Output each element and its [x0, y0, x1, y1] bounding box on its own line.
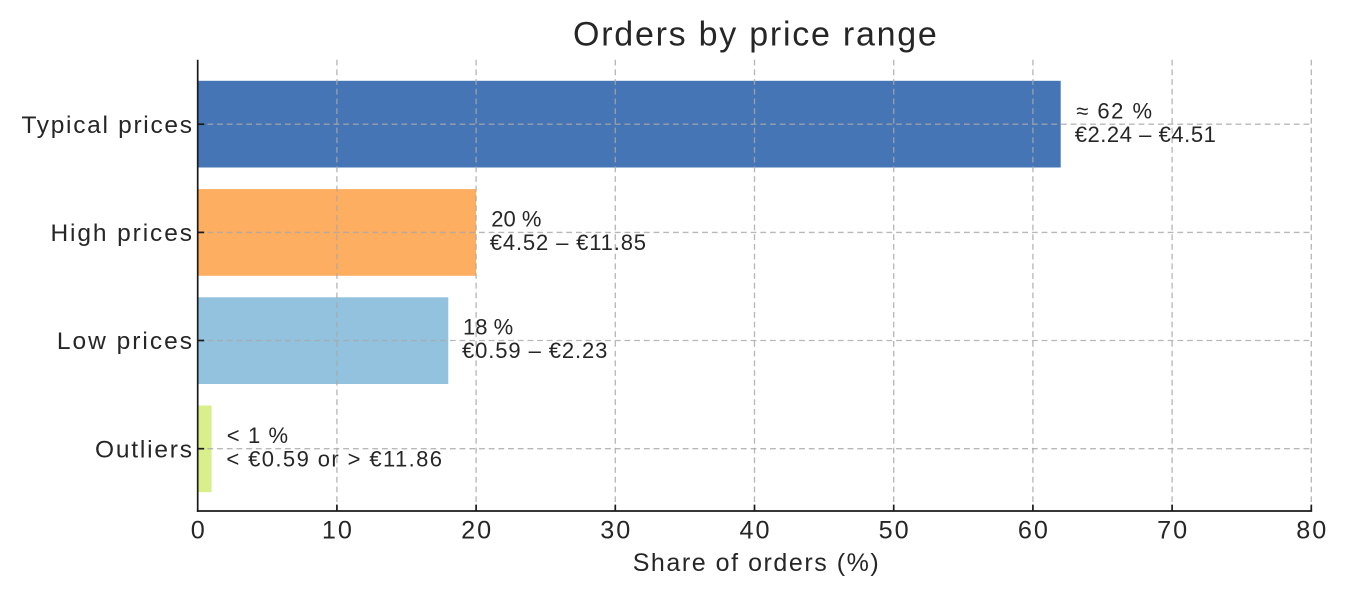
- svg-text:0: 0: [191, 517, 207, 545]
- svg-text:€4.52 – €11.85: €4.52 – €11.85: [490, 230, 647, 255]
- svg-text:< €0.59 or > €11.86: < €0.59 or > €11.86: [226, 446, 443, 471]
- svg-text:18 %: 18 %: [463, 315, 513, 340]
- svg-text:Orders by price range: Orders by price range: [573, 16, 939, 54]
- svg-text:≈ 62 %: ≈ 62 %: [1076, 98, 1153, 123]
- svg-text:40: 40: [739, 517, 771, 545]
- svg-text:30: 30: [600, 517, 632, 545]
- svg-text:60: 60: [1018, 517, 1050, 545]
- svg-text:€2.24 – €4.51: €2.24 – €4.51: [1075, 122, 1217, 147]
- svg-text:80: 80: [1296, 517, 1328, 545]
- svg-text:10: 10: [322, 517, 354, 545]
- svg-text:High prices: High prices: [50, 220, 193, 247]
- svg-text:20 %: 20 %: [491, 207, 541, 232]
- svg-text:Low prices: Low prices: [57, 328, 194, 355]
- svg-text:Outliers: Outliers: [95, 436, 194, 463]
- svg-text:50: 50: [879, 517, 911, 545]
- svg-text:70: 70: [1157, 517, 1189, 545]
- svg-text:Share of orders (%): Share of orders (%): [633, 549, 881, 577]
- svg-text:€0.59 – €2.23: €0.59 – €2.23: [462, 338, 608, 363]
- svg-text:Typical prices: Typical prices: [21, 112, 193, 139]
- svg-text:< 1 %: < 1 %: [227, 423, 289, 448]
- svg-text:20: 20: [461, 517, 493, 545]
